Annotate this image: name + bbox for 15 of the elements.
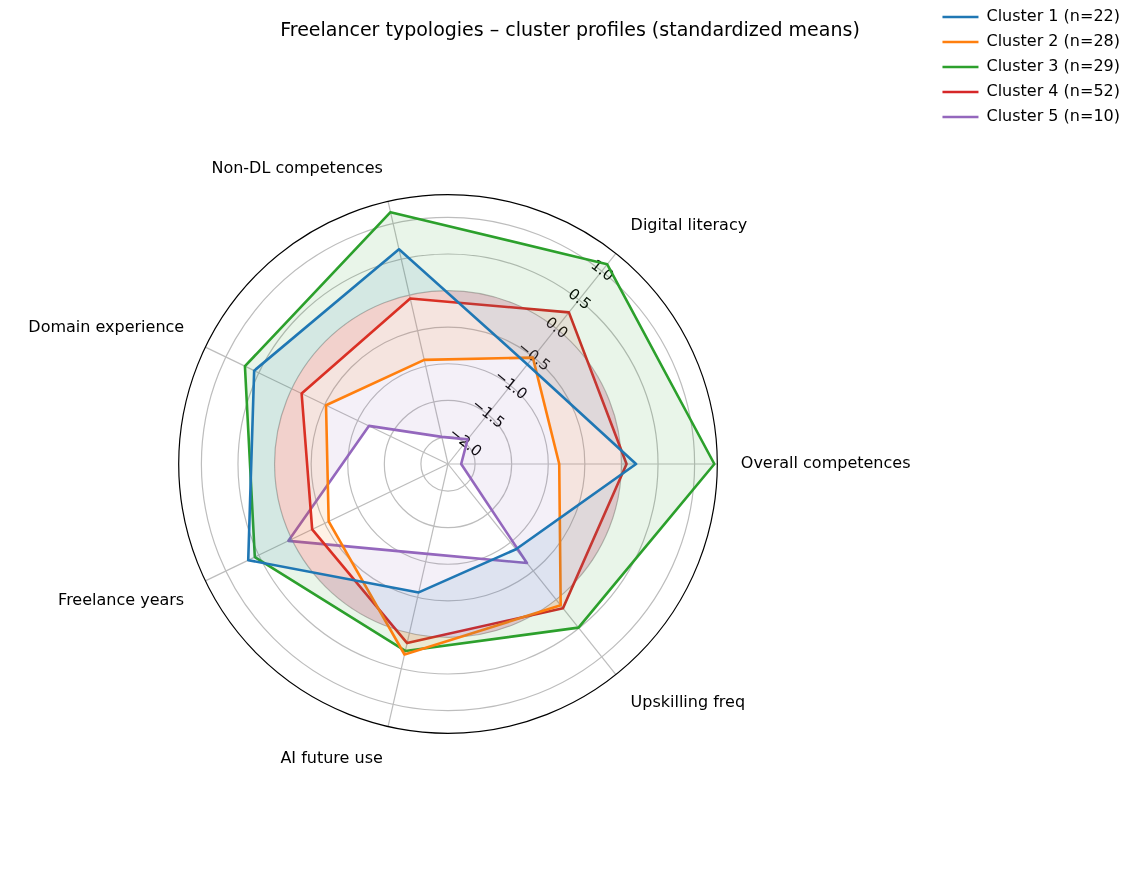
spoke-label: Upskilling freq	[630, 691, 746, 711]
legend-label: Cluster 1 (n=22)	[986, 6, 1120, 26]
text: Freelancer typologies – cluster profiles (standardized means)	[280, 18, 860, 41]
spoke-label: Overall competences	[740, 453, 911, 473]
spoke-label: Domain experience	[28, 316, 185, 336]
spoke-label: AI future use	[280, 748, 383, 768]
spoke-label: Non-DL competences	[211, 158, 383, 178]
legend-label: Cluster 5 (n=10)	[986, 106, 1120, 126]
y-tick-label: 0.0	[541, 313, 572, 343]
legend-label: Cluster 4 (n=52)	[986, 81, 1120, 101]
y-tick-label: 0.5	[564, 284, 595, 314]
spoke-label: Digital literacy	[630, 214, 748, 234]
spoke-label: Freelance years	[58, 589, 185, 609]
legend-label: Cluster 3 (n=29)	[986, 56, 1120, 76]
legend-label: Cluster 2 (n=28)	[986, 31, 1120, 51]
